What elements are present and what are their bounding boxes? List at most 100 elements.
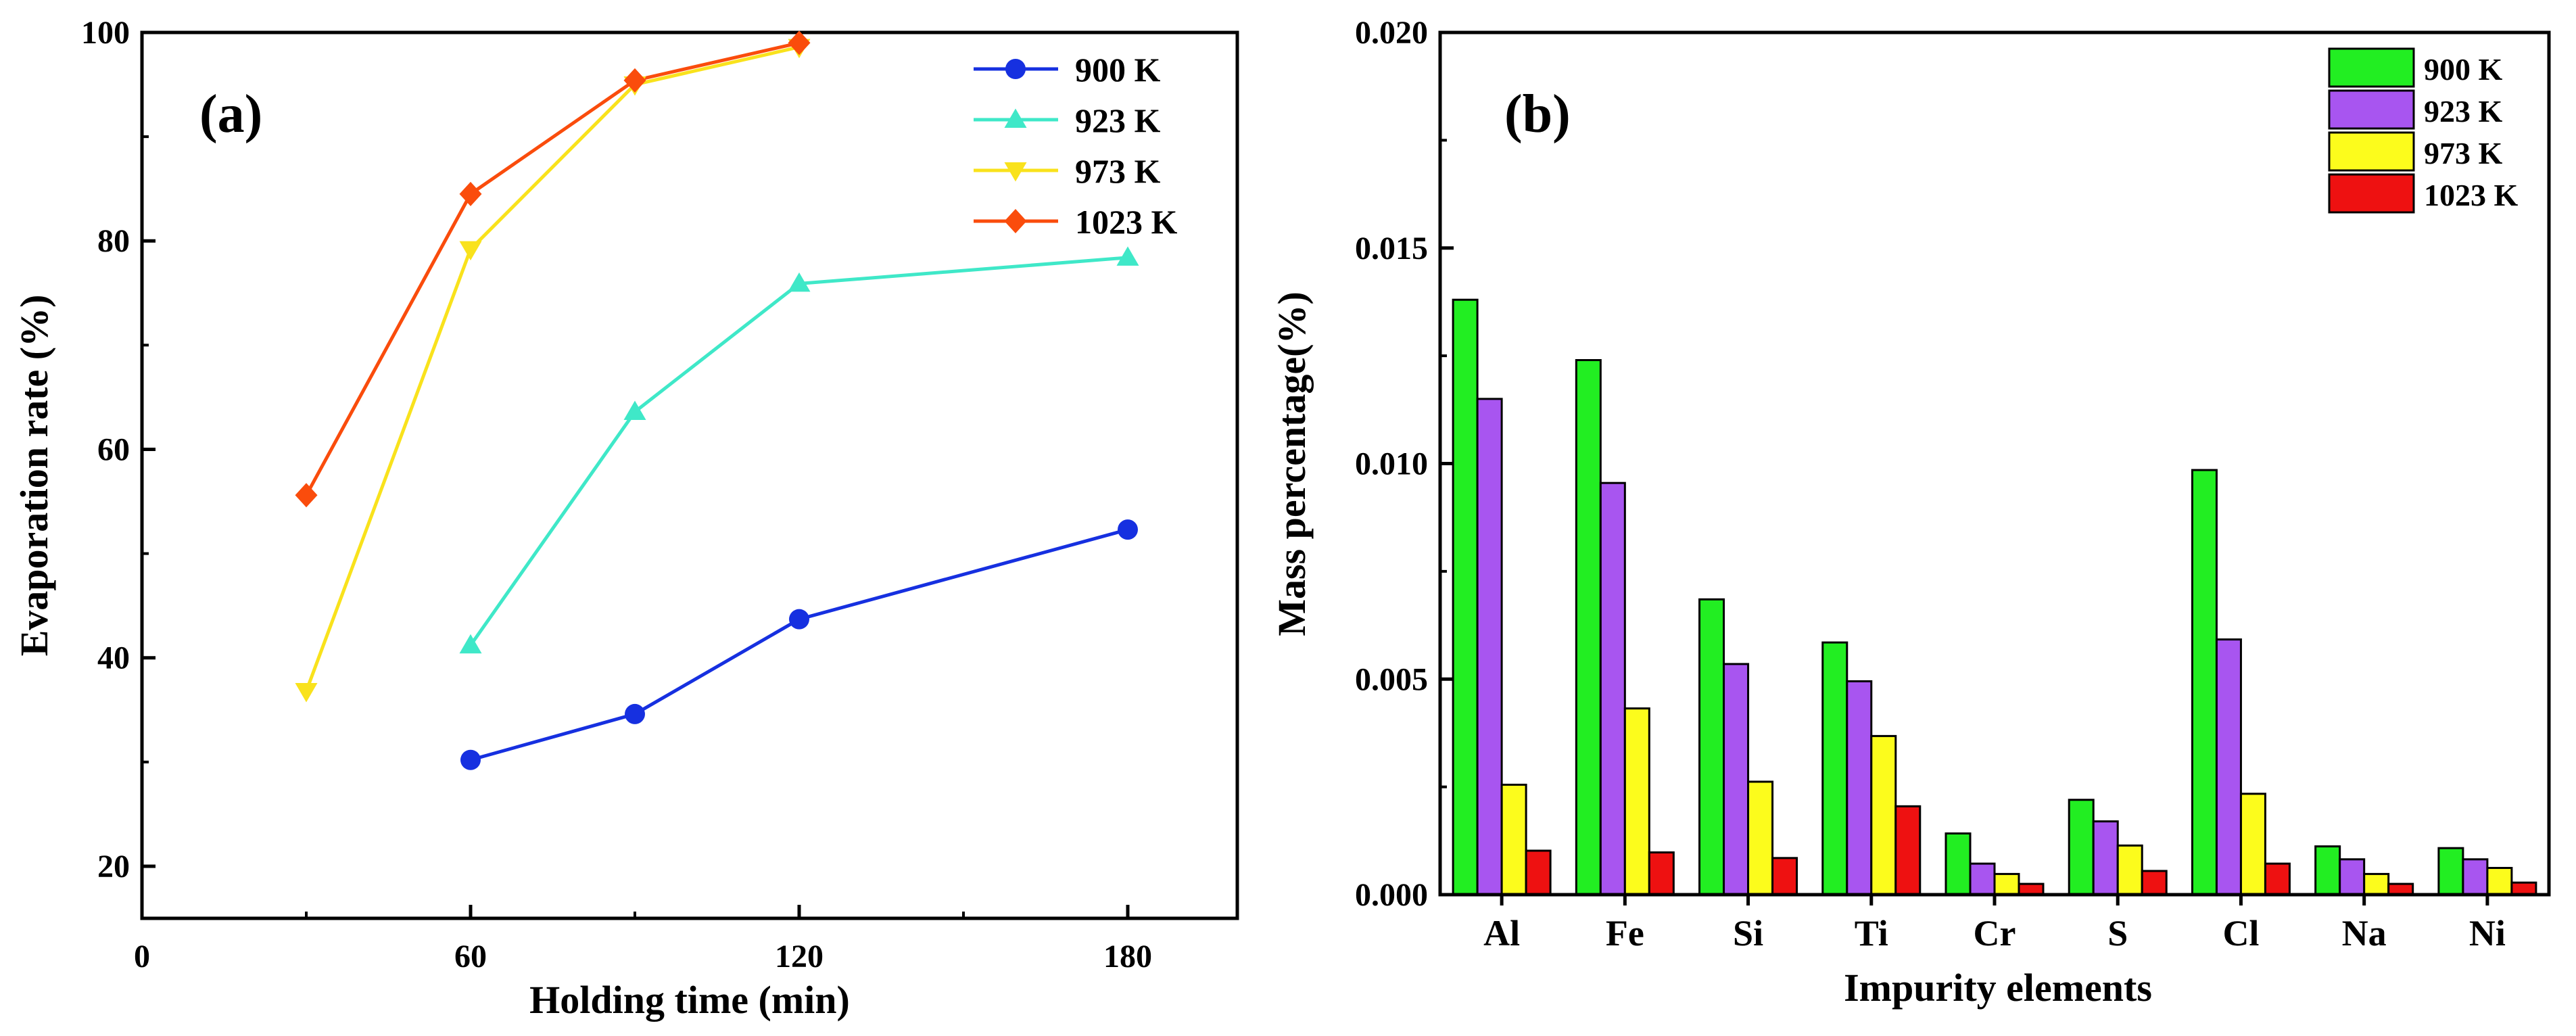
panel-b-bar	[1476, 398, 1503, 896]
panel-a-data-point	[1118, 519, 1138, 540]
panel-a-x-tick-label: 120	[775, 939, 824, 974]
panel-b-bar	[1747, 780, 1774, 896]
panel-b-bar	[2486, 866, 2513, 896]
panel-a-legend-marker	[1004, 108, 1027, 128]
panel-b-y-tick-label: 0.000	[1355, 877, 1428, 913]
panel-b-x-axis-label: Impurity elements	[1844, 966, 2152, 1010]
panel-b-legend-swatch	[2328, 131, 2415, 172]
panel-b-bar	[1599, 481, 1626, 896]
panel-b-bar	[2215, 638, 2242, 896]
panel-b-bar	[2363, 872, 2390, 896]
panel-b-x-tick-label: Na	[2342, 913, 2387, 953]
panel-b-bar	[1870, 734, 1897, 896]
panel-a-legend-marker	[1004, 209, 1027, 233]
panel-b-legend-label: 973 K	[2424, 136, 2503, 170]
panel-a-legend-label: 1023 K	[1075, 203, 1178, 241]
panel-b-x-tick-label: Si	[1733, 913, 1763, 953]
panel-a-x-tick-label: 60	[454, 939, 487, 974]
panel-b-bars	[1452, 298, 2537, 896]
panel-b-x-tick-labels: Al Fe Si Ti Cr S Cl Na Ni	[1483, 913, 2506, 953]
panel-b-bar	[1771, 857, 1798, 896]
panel-b-bar	[1821, 641, 1848, 896]
panel-b-bar	[2314, 845, 2341, 896]
panel-a-y-tick-label: 100	[81, 15, 130, 51]
panel-b-bar	[1525, 849, 1552, 896]
panel-b-bar	[1894, 805, 1922, 896]
panel-a-series-line	[304, 45, 800, 692]
panel-b-y-tick-label: 0.020	[1355, 15, 1428, 51]
panel-a-data-point	[459, 634, 482, 654]
panel-b-bar-chart: Al Fe Si Ti Cr S Cl Na Ni 0.000 0.005 0.…	[1270, 15, 2551, 1010]
panel-b-bar	[2462, 858, 2489, 896]
panel-a-data-point	[459, 241, 482, 261]
panel-b-bar	[2141, 870, 2168, 896]
panel-a-data-point	[295, 483, 318, 508]
panel-a-data-point	[295, 683, 318, 703]
panel-b-bar	[2092, 820, 2119, 896]
panel-a-y-axis-label: Evaporation rate (%)	[12, 295, 56, 657]
panel-a-legend: 900 K 923 K 973 K 1023 K	[974, 51, 1178, 241]
panel-b-y-tick-label: 0.005	[1355, 661, 1428, 697]
panel-b-x-tick-label: Ti	[1855, 913, 1888, 953]
panel-b-legend-label: 900 K	[2424, 52, 2503, 87]
panel-b-bar	[1945, 832, 1972, 896]
panel-b-bar	[2510, 881, 2537, 896]
panel-a-series-line	[469, 256, 1128, 646]
panel-a-axis-ticks	[140, 30, 1130, 918]
panel-b-x-tick-label: Al	[1483, 913, 1520, 953]
panel-a-y-tick-label: 80	[97, 223, 130, 259]
panel-b-x-tick-label: Cl	[2222, 913, 2259, 953]
panel-b-bar	[1575, 359, 1602, 896]
panel-b-bar	[1698, 598, 1725, 896]
panel-a-series-lines	[304, 41, 1128, 762]
panel-b-bar	[1723, 663, 1750, 896]
panel-b-label: (b)	[1504, 85, 1571, 144]
panel-a-data-point	[623, 68, 646, 93]
panel-b-legend: 900 K 923 K 973 K 1023 K	[2328, 47, 2519, 214]
panel-a-legend-marker	[1005, 59, 1026, 79]
panel-a-data-point	[1116, 246, 1139, 266]
panel-a-plot-frame	[140, 30, 1239, 920]
panel-b-legend-label: 1023 K	[2424, 178, 2519, 212]
panel-a-legend-symbols	[974, 59, 1058, 233]
panel-a-x-axis-label: Holding time (min)	[529, 978, 850, 1022]
panel-b-x-tick-label: Ni	[2469, 913, 2506, 953]
panel-b-y-tick-label: 0.010	[1355, 446, 1428, 482]
panel-b-bar	[2116, 844, 2143, 896]
panel-a-data-point	[788, 30, 811, 55]
panel-a-series-markers	[295, 30, 1139, 770]
panel-a-data-point	[788, 272, 811, 292]
panel-b-bar	[1500, 783, 1527, 896]
panel-b-axis-ticks	[1440, 30, 2489, 905]
panel-a-line-chart: 0 60 120 180 20 40 60 80 100 (a) Holding…	[12, 15, 1239, 1022]
panel-a-x-tick-labels: 0 60 120 180	[134, 939, 1152, 974]
panel-b-bar	[1452, 298, 1479, 896]
panel-a-y-tick-label: 20	[97, 849, 130, 885]
panel-b-legend-swatches	[2328, 47, 2415, 214]
panel-b-legend-label: 923 K	[2424, 94, 2503, 128]
panel-b-y-tick-labels: 0.000 0.005 0.010 0.015 0.020	[1355, 15, 1428, 913]
panel-b-legend-swatch	[2328, 89, 2415, 130]
panel-a-y-tick-label: 40	[97, 640, 130, 676]
panel-a-data-point	[460, 749, 481, 770]
panel-b-y-tick-label: 0.015	[1355, 231, 1428, 266]
panel-a-data-point	[459, 181, 482, 206]
panel-a-y-tick-labels: 20 40 60 80 100	[81, 15, 130, 885]
panel-b-bar	[2264, 862, 2291, 896]
panel-b-bar	[2339, 858, 2366, 896]
panel-b-x-tick-label: S	[2107, 913, 2128, 953]
panel-b-bar	[2437, 847, 2464, 896]
panel-a-series-line	[304, 41, 800, 496]
panel-a-legend-marker	[1004, 162, 1027, 182]
panel-a-data-point	[623, 400, 646, 420]
panel-b-legend-swatch	[2328, 47, 2415, 88]
panel-b-bar	[1623, 707, 1650, 896]
panel-a-data-point	[625, 703, 645, 724]
panel-a-data-point	[789, 609, 809, 630]
panel-b-bar	[2191, 469, 2218, 896]
panel-b-bar	[1846, 680, 1873, 896]
panel-b-bar	[1648, 851, 1675, 896]
panel-a-x-tick-label: 180	[1103, 939, 1152, 974]
panel-a-legend-label: 973 K	[1075, 152, 1161, 190]
